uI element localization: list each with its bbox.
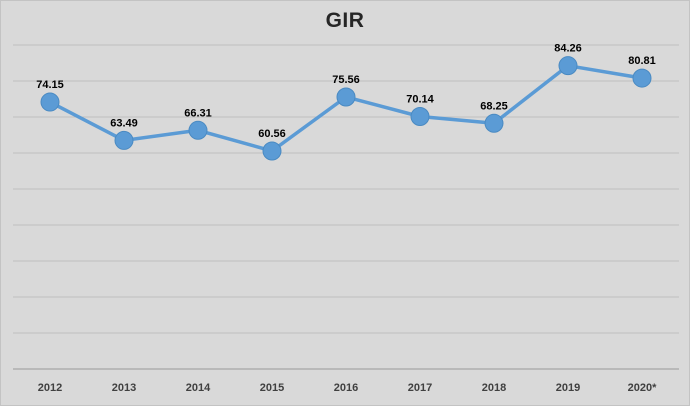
data-label: 75.56 xyxy=(332,74,360,86)
x-tick-label: 2016 xyxy=(334,382,358,394)
x-tick-label: 2020* xyxy=(628,382,657,394)
data-point-marker xyxy=(262,141,282,161)
data-label: 74.15 xyxy=(36,79,64,91)
data-label: 84.26 xyxy=(554,43,582,55)
chart-title: GIR xyxy=(325,9,365,32)
x-tick-label: 2018 xyxy=(482,382,506,394)
data-label: 80.81 xyxy=(628,55,656,67)
data-point-marker xyxy=(40,92,60,112)
x-tick-label: 2014 xyxy=(186,382,211,394)
data-point-marker xyxy=(336,87,356,107)
data-label: 68.25 xyxy=(480,100,508,112)
x-tick-label: 2012 xyxy=(38,382,62,394)
x-tick-label: 2015 xyxy=(260,382,284,394)
x-tick-label: 2019 xyxy=(556,382,580,394)
data-label: 60.56 xyxy=(258,128,286,140)
data-point-marker xyxy=(114,130,134,150)
data-point-marker xyxy=(484,113,504,133)
x-tick-label: 2013 xyxy=(112,382,136,394)
data-point-marker xyxy=(558,56,578,76)
data-point-marker xyxy=(632,68,652,88)
data-point-marker xyxy=(410,106,430,126)
data-label: 66.31 xyxy=(184,107,212,119)
data-point-marker xyxy=(188,120,208,140)
x-tick-label: 2017 xyxy=(408,382,432,394)
data-label: 70.14 xyxy=(406,93,434,105)
data-label: 63.49 xyxy=(110,117,138,129)
